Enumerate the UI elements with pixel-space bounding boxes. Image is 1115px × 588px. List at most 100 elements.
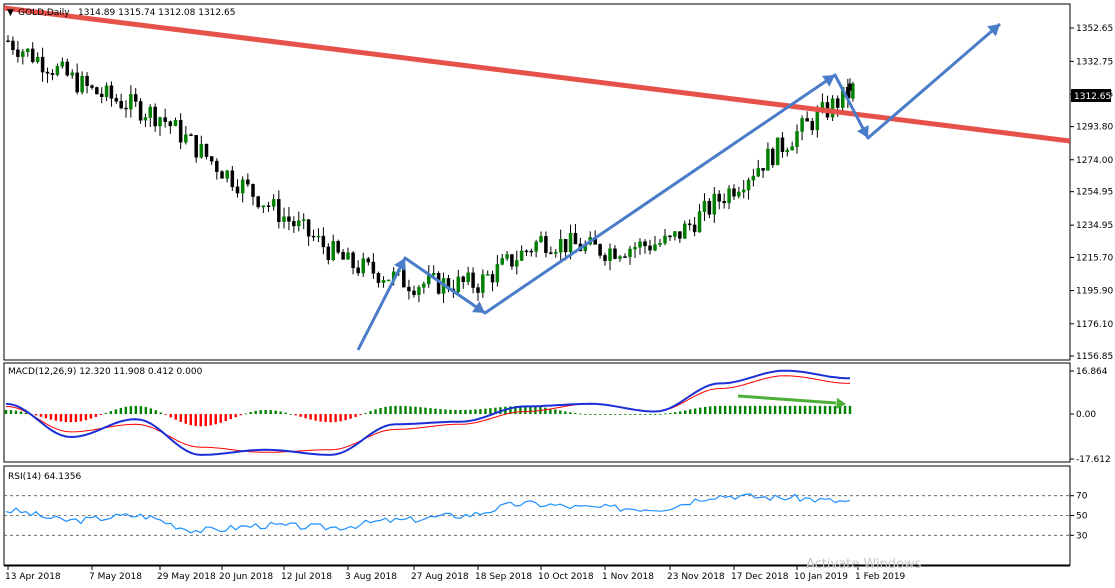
time-tick-label: 13 Apr 2018	[5, 572, 61, 582]
candle-body	[510, 254, 514, 267]
macd-histogram-bar	[479, 409, 482, 415]
macd-histogram-bar	[798, 405, 802, 415]
rsi-pane[interactable]: RSI(14) 64.1356	[3, 465, 1071, 566]
candle-body	[99, 93, 104, 97]
macd-histogram-bar	[439, 409, 442, 415]
time-tick-label: 17 Dec 2018	[731, 572, 789, 582]
macd-histogram-bar	[4, 409, 8, 415]
macd-histogram-bar	[838, 405, 842, 415]
price-tick-label: 1215.70	[1076, 253, 1113, 263]
macd-histogram-bar	[424, 407, 427, 415]
divergence-arrow-shaft	[737, 394, 837, 405]
candle-body	[756, 168, 760, 177]
arrow-head	[856, 125, 869, 138]
macd-histogram-bar	[344, 414, 347, 421]
macd-histogram-bar	[289, 413, 292, 415]
macd-histogram-bar	[713, 405, 717, 415]
candle-body	[331, 241, 335, 260]
macd-histogram-bar	[199, 414, 202, 427]
candle-body	[702, 200, 707, 212]
candle-body	[65, 61, 70, 76]
macd-histogram-bar	[693, 408, 697, 415]
candle-body	[346, 252, 350, 260]
symbol-dropdown-icon[interactable]: ▼	[7, 8, 14, 18]
macd-signal-line	[5, 375, 851, 453]
candle-body	[851, 83, 855, 99]
divergence-arrow[interactable]	[737, 394, 846, 409]
macd-histogram-bar	[309, 414, 312, 420]
candle-body	[50, 73, 55, 75]
macd-histogram-bar	[723, 405, 727, 415]
candle-body	[673, 231, 677, 237]
candle-body	[204, 143, 209, 157]
macd-histogram-bar	[224, 414, 227, 422]
macd-histogram-bar	[818, 405, 822, 415]
candle-body	[109, 85, 114, 99]
macd-histogram-bar	[529, 405, 532, 415]
time-tick-label: 18 Sep 2018	[475, 572, 532, 582]
macd-histogram-bar	[589, 414, 592, 415]
macd-histogram-bar	[44, 414, 48, 419]
candle-body	[35, 56, 40, 63]
macd-histogram-bar	[828, 405, 832, 415]
candle-body	[311, 235, 316, 238]
macd-histogram-bar	[703, 406, 707, 415]
macd-histogram-bar	[244, 413, 247, 415]
price-pane[interactable]: ▼ GOLD,Daily 1314.89 1315.74 1312.08 131…	[3, 3, 1071, 361]
candle-body	[544, 236, 548, 253]
candle-body	[297, 220, 301, 227]
candle-body	[271, 199, 276, 207]
macd-histogram-bar	[59, 414, 63, 422]
macd-histogram-bar	[294, 414, 297, 416]
price-axis: 1352.651332.751313.151293.801274.001254.…	[1070, 24, 1113, 362]
macd-pane[interactable]: MACD(12,26,9) 12.320 11.908 0.412 0.000	[3, 362, 1071, 463]
candle-body	[732, 188, 736, 197]
macd-histogram-bar	[84, 414, 88, 421]
candle-body	[133, 94, 138, 102]
candle-body	[785, 149, 790, 152]
candle-body	[830, 98, 835, 118]
candle-body	[75, 72, 79, 93]
rsi-label: RSI(14) 64.1356	[8, 472, 81, 482]
macd-histogram-bar	[14, 410, 18, 415]
macd-histogram-bar	[279, 411, 282, 415]
candle-body	[55, 66, 60, 75]
macd-histogram-bar	[763, 405, 767, 415]
macd-histogram-bar	[259, 410, 262, 415]
candle-body	[386, 279, 391, 282]
macd-histogram-bar	[524, 405, 527, 415]
candle-body	[643, 241, 647, 247]
candle-body	[815, 111, 820, 131]
wave-arrows[interactable]	[356, 22, 1001, 351]
arrow-head	[987, 24, 1000, 37]
macd-histogram-bar	[594, 414, 597, 415]
candle-body	[422, 283, 426, 288]
candle-body	[124, 107, 128, 110]
price-tick-label: 1352.65	[1076, 24, 1113, 34]
candle-body	[505, 254, 509, 259]
macd-histogram-bar	[109, 411, 113, 415]
wave-path	[356, 22, 1001, 351]
candle-body	[376, 273, 381, 283]
macd-histogram-bar	[79, 414, 83, 422]
price-tick-label: 1274.00	[1076, 156, 1113, 166]
candle-body	[351, 252, 355, 269]
macd-histogram-bar	[54, 414, 58, 421]
candle-body	[471, 272, 475, 288]
candle-body	[240, 179, 245, 194]
macd-histogram-bar	[519, 405, 522, 415]
candle-body	[653, 244, 657, 251]
candle-body	[366, 258, 371, 263]
candle-body	[292, 221, 296, 227]
candle-body	[341, 251, 345, 260]
candle-body	[790, 146, 794, 151]
candle-body	[461, 276, 465, 282]
macd-histogram-bar	[619, 414, 622, 415]
candle-body	[119, 100, 123, 109]
macd-histogram-bar	[434, 408, 437, 415]
macd-histogram-bar	[544, 407, 547, 415]
macd-histogram-bar	[104, 413, 108, 415]
candle-body	[683, 223, 687, 239]
macd-histogram-bar	[758, 405, 762, 415]
candle-body	[246, 179, 250, 185]
